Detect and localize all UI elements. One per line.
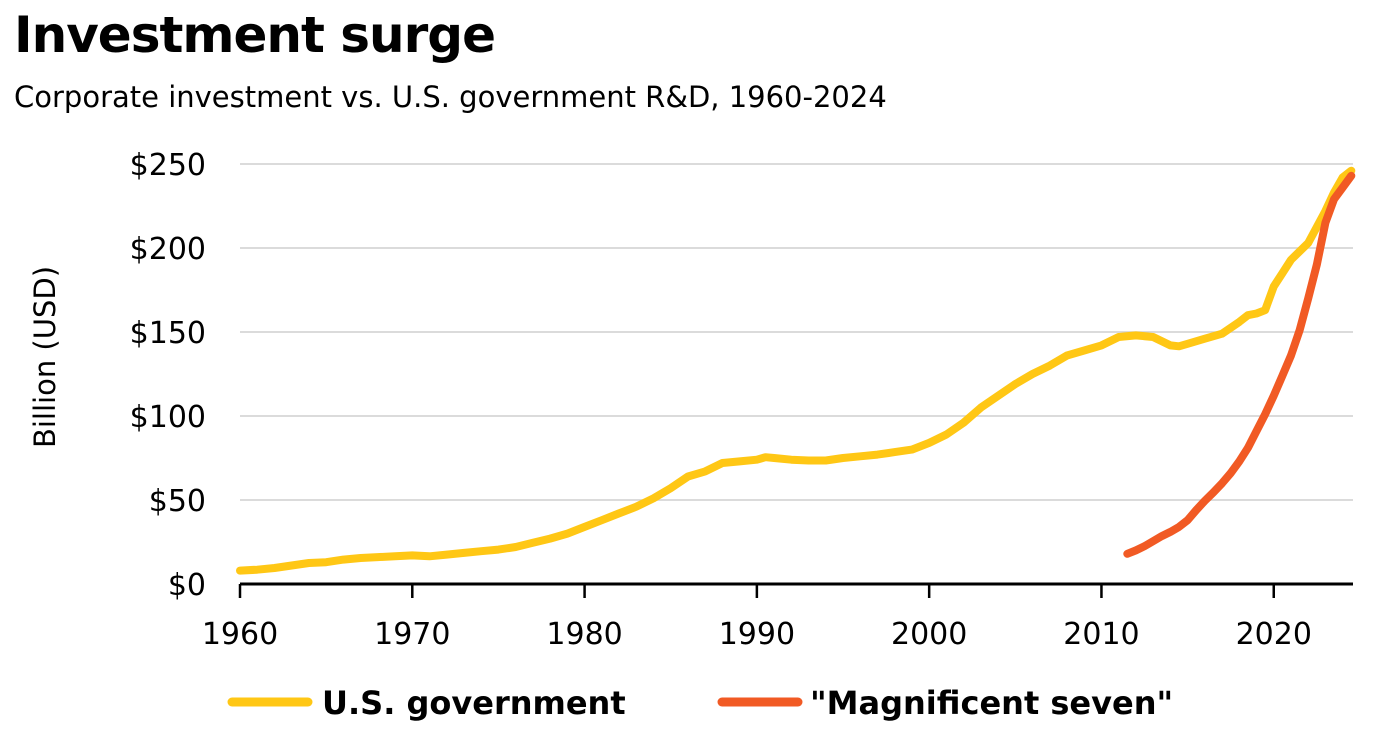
x-axis-ticks: 1960 1970 1980 1990 2000 2010 2020 — [202, 584, 1312, 652]
y-tick-label: $200 — [130, 232, 206, 267]
legend: U.S. government "Magnificent seven" — [227, 684, 1173, 722]
x-tick-label: 2020 — [1236, 617, 1312, 652]
series-line-0 — [236, 166, 1356, 575]
y-axis-title: Billion (USD) — [28, 266, 62, 448]
chart-subtitle: Corporate investment vs. U.S. government… — [14, 80, 887, 114]
x-tick-label: 2000 — [891, 617, 967, 652]
y-tick-label: $150 — [130, 316, 206, 351]
x-tick-label: 1960 — [202, 617, 278, 652]
x-tick-label: 1970 — [374, 617, 450, 652]
legend-label: "Magnificent seven" — [810, 684, 1173, 722]
x-tick-label: 1980 — [546, 617, 622, 652]
y-tick-label: $50 — [149, 484, 206, 519]
y-axis-tick-labels: $0 $50 $100 $150 $200 $250 — [130, 148, 206, 603]
legend-label: U.S. government — [322, 684, 626, 722]
series-line-1 — [1123, 171, 1356, 558]
y-tick-label: $250 — [130, 148, 206, 183]
y-tick-label: $0 — [168, 568, 206, 603]
gridlines — [240, 163, 1353, 501]
x-tick-label: 2010 — [1063, 617, 1139, 652]
y-tick-label: $100 — [130, 400, 206, 435]
x-tick-label: 1990 — [719, 617, 795, 652]
chart-title: Investment surge — [14, 6, 496, 64]
series-lines — [236, 166, 1356, 575]
